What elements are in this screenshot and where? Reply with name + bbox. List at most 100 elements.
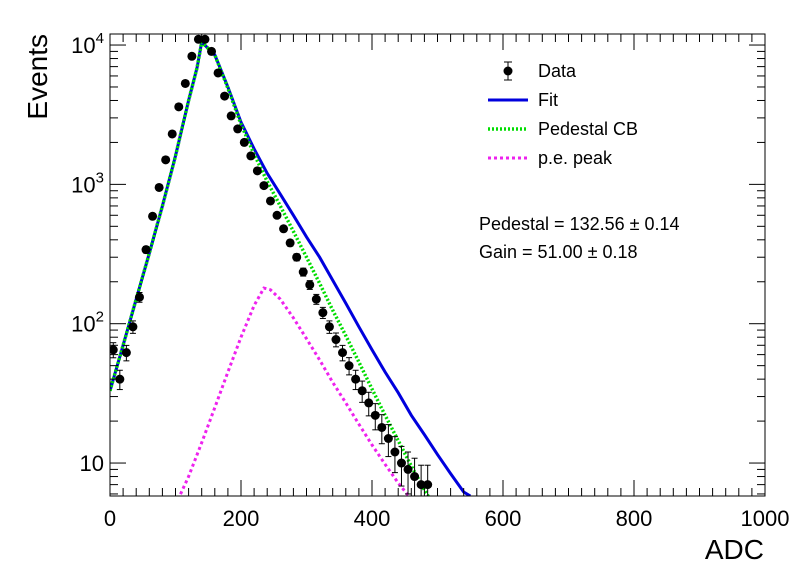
data-point	[324, 320, 334, 334]
data-point	[351, 369, 361, 391]
data-point	[396, 445, 406, 487]
data-point	[154, 182, 164, 192]
y-tick-base: 10	[71, 172, 95, 197]
data-point	[239, 137, 249, 147]
x-tick-label: 800	[616, 506, 653, 531]
data-marker	[200, 34, 210, 44]
series-line-fit	[110, 39, 472, 496]
x-tick-label: 600	[485, 506, 522, 531]
data-marker	[377, 422, 387, 432]
data-point	[311, 293, 321, 305]
data-point	[377, 414, 387, 445]
data-point	[246, 151, 256, 161]
x-tick-label: 200	[223, 506, 260, 531]
series-layer	[110, 34, 472, 496]
data-marker	[174, 102, 184, 112]
legend: Data Fit Pedestal CB p.e. peak	[488, 61, 638, 168]
data-marker	[134, 292, 144, 302]
data-marker	[193, 34, 203, 44]
legend-entry: p.e. peak	[488, 148, 613, 168]
data-marker	[121, 348, 131, 358]
data-point	[128, 320, 138, 334]
data-point	[134, 292, 144, 303]
y-tick-label: 104	[71, 30, 104, 58]
data-point	[338, 344, 348, 362]
y-tick-base: 10	[71, 312, 95, 337]
data-point	[207, 46, 217, 56]
data-point	[416, 464, 426, 496]
data-marker	[383, 434, 393, 444]
data-marker	[226, 111, 236, 121]
x-tick-label: 1000	[741, 506, 790, 531]
data-point	[121, 344, 131, 362]
data-point	[357, 380, 367, 403]
data-marker	[220, 91, 230, 101]
series-line-pedestal-cb	[110, 38, 431, 496]
data-marker	[305, 280, 315, 290]
data-point	[370, 403, 380, 431]
data-marker	[154, 182, 164, 192]
data-point	[187, 51, 197, 61]
data-marker	[292, 252, 302, 262]
y-tick-label: 103	[71, 169, 104, 197]
data-marker	[233, 124, 243, 134]
y-tick-exponent: 2	[96, 309, 104, 326]
x-tick-label: 0	[104, 506, 116, 531]
data-point	[292, 252, 302, 262]
data-point	[141, 245, 151, 255]
y-tick-exponent: 4	[96, 30, 104, 47]
data-marker	[148, 211, 158, 221]
data-point	[410, 457, 420, 496]
data-point	[193, 34, 203, 44]
data-marker	[259, 181, 269, 191]
fit-annotation: Gain = 51.00 ± 0.18	[479, 242, 638, 262]
data-marker	[213, 68, 223, 78]
data-point	[364, 391, 374, 417]
legend-entry: Pedestal CB	[488, 119, 638, 139]
data-marker	[311, 294, 321, 304]
data-point	[318, 306, 328, 319]
data-marker	[285, 238, 295, 248]
data-marker	[318, 308, 328, 318]
data-point	[259, 181, 269, 191]
data-marker	[396, 458, 406, 468]
data-marker	[390, 447, 400, 457]
data-point	[423, 464, 433, 496]
data-point	[298, 267, 308, 277]
y-tick-base: 10	[71, 33, 95, 58]
data-marker	[180, 78, 190, 88]
data-point	[200, 34, 210, 44]
legend-entry: Data	[503, 61, 577, 81]
data-marker	[115, 374, 125, 384]
y-tick-label: 10	[80, 451, 104, 476]
x-axis-title: ADC	[705, 534, 764, 565]
legend-label: p.e. peak	[538, 148, 613, 168]
data-point	[390, 436, 400, 474]
data-marker	[279, 224, 289, 234]
legend-entry: Fit	[488, 90, 558, 110]
data-marker	[416, 480, 426, 490]
y-axis-title: Events	[22, 34, 53, 120]
data-point	[226, 111, 236, 121]
data-point	[252, 166, 262, 176]
data-marker	[187, 51, 197, 61]
data-point	[180, 78, 190, 88]
data-point	[331, 332, 341, 348]
data-point	[148, 211, 158, 221]
legend-label: Data	[538, 61, 577, 81]
data-marker	[298, 267, 308, 277]
data-marker	[403, 464, 413, 474]
data-point	[403, 451, 413, 495]
data-marker	[410, 472, 420, 482]
annotations: Pedestal = 132.56 ± 0.14 Gain = 51.00 ± 0…	[479, 214, 680, 262]
data-marker	[141, 245, 151, 255]
legend-marker	[503, 66, 513, 76]
data-marker	[265, 196, 275, 206]
data-marker	[239, 137, 249, 147]
data-marker	[272, 210, 282, 220]
plot-area	[110, 34, 472, 496]
data-point	[115, 369, 125, 391]
data-marker	[357, 386, 367, 396]
